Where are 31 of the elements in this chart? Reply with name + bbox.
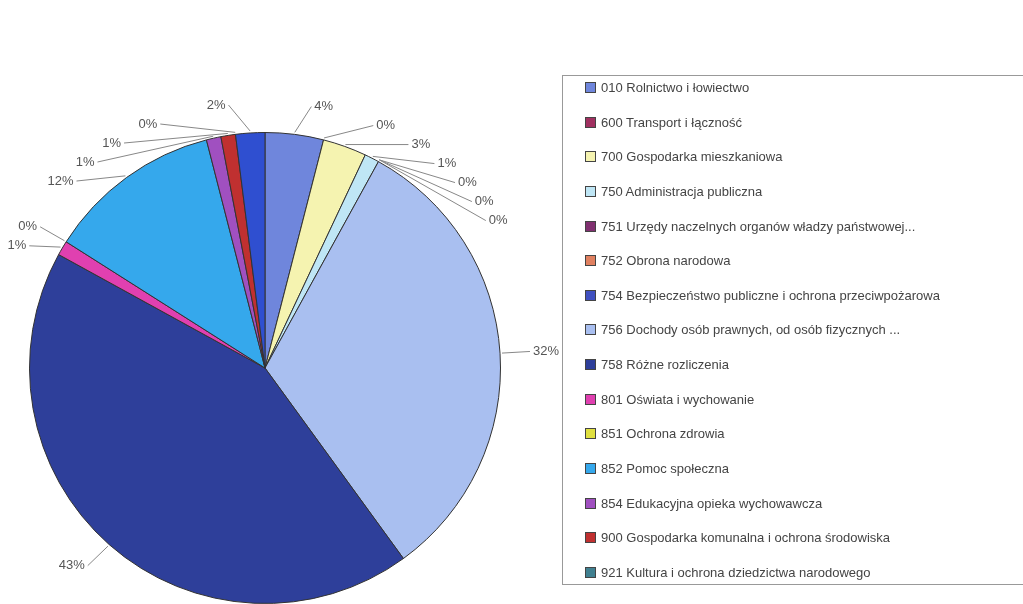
data-label: 1%	[7, 237, 27, 253]
data-label: 3%	[411, 136, 431, 152]
data-label: 12%	[47, 172, 74, 188]
legend-label: 756 Dochody osób prawnych, od osób fizycznych ...	[601, 322, 901, 338]
data-label: 32%	[532, 343, 560, 359]
legend-label: 758 Różne rozliczenia	[601, 357, 729, 373]
legend-label: 010 Rolnictwo i łowiectwo	[601, 80, 750, 95]
text: 0%	[458, 174, 477, 190]
legend-label: 600 Transport i łączność	[601, 114, 742, 130]
data-label: 1%	[437, 155, 457, 171]
text: 0%	[376, 117, 396, 133]
legend-label: 900 Gospodarka komunalna i ochrona środowiska	[601, 530, 891, 546]
legend-label: 752 Obrona narodowa	[601, 253, 731, 269]
data-label: 1%	[102, 134, 122, 150]
text: 0%	[474, 193, 494, 209]
legend-label: 751 Urzędy naczelnych organów władzy państwowej...	[601, 218, 916, 234]
legend-label: 921 Kultura i ochrona dziedzictwa narodowego	[601, 564, 871, 580]
legend-label: 801 Oświata i wychowanie	[601, 391, 755, 407]
legend-label: 852 Pomoc społeczna	[601, 461, 729, 477]
text: 0%	[488, 212, 508, 228]
text: 0%	[18, 218, 38, 234]
data-label: 4%	[314, 98, 334, 114]
legend-label: 851 Ochrona zdrowia	[601, 426, 725, 442]
data-label: 2%	[206, 96, 226, 112]
data-label: 1%	[75, 153, 95, 169]
legend-label: 854 Edukacyjna opieka wychowawcza	[601, 495, 823, 511]
legend-label: 700 Gospodarka mieszkaniowa	[601, 149, 783, 165]
text: 0%	[138, 115, 158, 131]
legend-label: 754 Bezpieczeństwo publiczne i ochrona przeciwpożarowa	[601, 287, 940, 303]
legend-label: 750 Administracja publiczna	[601, 183, 763, 199]
data-label: 43%	[58, 557, 86, 573]
